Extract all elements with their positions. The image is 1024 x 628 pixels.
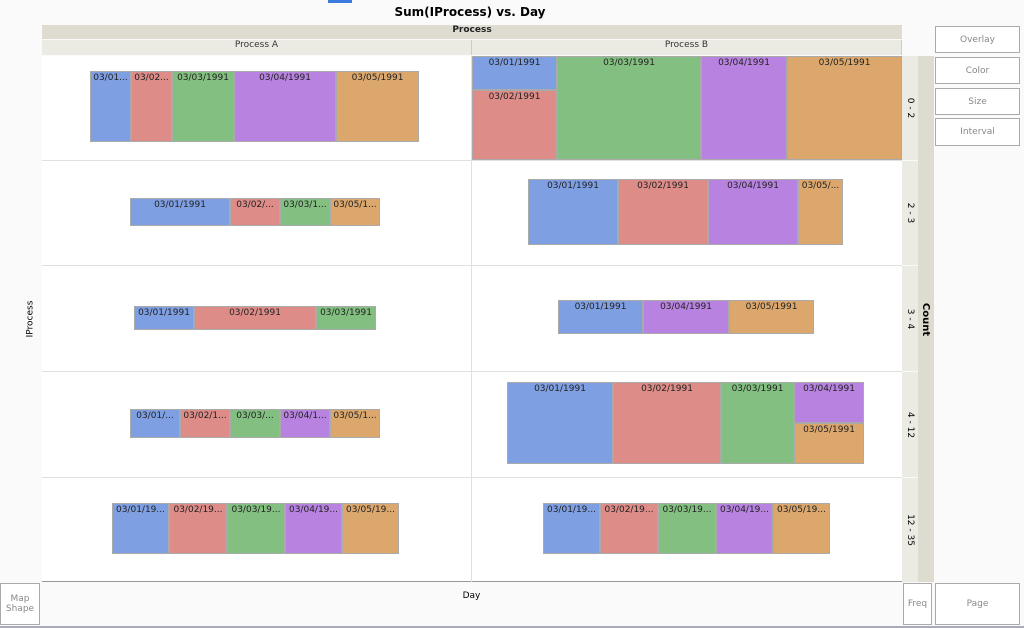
treemap-tile[interactable]: 03/05/... [798,179,843,245]
treemap-tile[interactable]: 03/03/1991 [316,306,376,330]
treemap-tile[interactable]: 03/04/1991 [794,382,864,423]
group-y-level: 3 - 4 [902,266,918,371]
y-drop-zone[interactable]: IProcess [20,56,40,582]
size-zone[interactable]: Size [935,88,1020,115]
treemap-tile[interactable]: 03/02/1991 [618,179,708,245]
treemap-tile[interactable]: 03/01/1991 [558,300,643,334]
treemap-tile[interactable]: 03/01/19... [543,503,600,554]
group-x-title[interactable]: Process [42,25,902,39]
treemap-tile[interactable]: 03/02/19... [600,503,658,554]
treemap-tile[interactable]: 03/04/1991 [701,56,787,160]
map-shape-zone[interactable]: Map Shape [0,583,40,625]
row-divider [42,160,902,161]
bottom-border [0,626,1024,628]
treemap-tile[interactable]: 03/04/19... [716,503,773,554]
treemap-tile[interactable]: 03/05/1... [330,198,380,226]
treemap-tile[interactable]: 03/05/19... [342,503,399,554]
treemap-tile[interactable]: 03/01/1991 [528,179,618,245]
treemap-tile[interactable]: 03/05/1... [330,409,380,438]
treemap-tile[interactable]: 03/01/1991 [130,198,230,226]
treemap-tile[interactable]: 03/02/... [230,198,280,226]
group-y-level: 0 - 2 [902,56,918,160]
interval-zone[interactable]: Interval [935,118,1020,146]
treemap-tile[interactable]: 03/01/19... [112,503,169,554]
column-divider [471,56,472,582]
group-y-title[interactable]: Count [918,56,934,582]
treemap-tile[interactable]: 03/01/... [130,409,180,438]
treemap-tile[interactable]: 03/02/1991 [472,90,557,160]
treemap-tile[interactable]: 03/01/1991 [134,306,194,330]
overlay-zone[interactable]: Overlay [935,26,1020,53]
treemap-tile[interactable]: 03/01... [90,71,131,142]
group-y-level: 4 - 12 [902,372,918,477]
row-divider [42,477,902,478]
treemap-tile[interactable]: 03/05/1991 [794,423,864,464]
treemap-tile[interactable]: 03/04/1991 [643,300,729,334]
group-y-title-text: Count [920,302,932,336]
treemap-tile[interactable]: 03/02... [131,71,172,142]
y-zone-label: IProcess [25,300,36,338]
group-x-level-a: Process A [42,40,472,55]
treemap-tile[interactable]: 03/05/1991 [336,71,419,142]
treemap-tile[interactable]: 03/03/1991 [557,56,701,160]
treemap-tile[interactable]: 03/03/1... [280,198,330,226]
group-y-level-text: 4 - 12 [905,411,915,438]
treemap-tile[interactable]: 03/04/1991 [708,179,798,245]
treemap-tile[interactable]: 03/02/19... [169,503,227,554]
chart-title: Sum(IProcess) vs. Day [394,5,546,19]
group-x-level-b: Process B [472,40,902,55]
freq-zone[interactable]: Freq [903,583,932,625]
treemap-tile[interactable]: 03/05/19... [773,503,830,554]
treemap-tile[interactable]: 03/03/19... [658,503,716,554]
treemap-tile[interactable]: 03/02/1991 [613,382,721,464]
treemap-tile[interactable]: 03/01/1991 [507,382,613,464]
group-y-level: 2 - 3 [902,161,918,265]
group-y-level-text: 2 - 3 [905,202,916,224]
treemap-tile[interactable]: 03/05/1991 [787,56,902,160]
group-y-level-text: 12 - 35 [905,514,915,546]
x-drop-zone[interactable]: Day [462,591,481,601]
treemap-tile[interactable]: 03/02/1991 [194,306,316,330]
group-y-level: 12 - 35 [902,478,918,582]
treemap-tile[interactable]: 03/03/19... [227,503,285,554]
treemap-tile[interactable]: 03/05/1991 [729,300,814,334]
color-zone[interactable]: Color [935,57,1020,84]
treemap-tile[interactable]: 03/03/1991 [721,382,794,464]
top-indicator [328,0,352,3]
treemap-tile[interactable]: 03/04/19... [285,503,342,554]
treemap-tile[interactable]: 03/04/1991 [234,71,336,142]
treemap-tile[interactable]: 03/04/1... [280,409,330,438]
treemap-tile[interactable]: 03/01/1991 [472,56,557,90]
page-zone[interactable]: Page [935,583,1020,625]
row-divider [42,371,902,372]
treemap-tile[interactable]: 03/03/1991 [172,71,234,142]
row-divider [42,265,902,266]
group-y-level-text: 0 - 2 [905,97,916,119]
treemap-tile[interactable]: 03/02/1... [180,409,230,438]
group-y-level-text: 3 - 4 [905,308,916,329]
treemap-tile[interactable]: 03/03/... [230,409,280,438]
